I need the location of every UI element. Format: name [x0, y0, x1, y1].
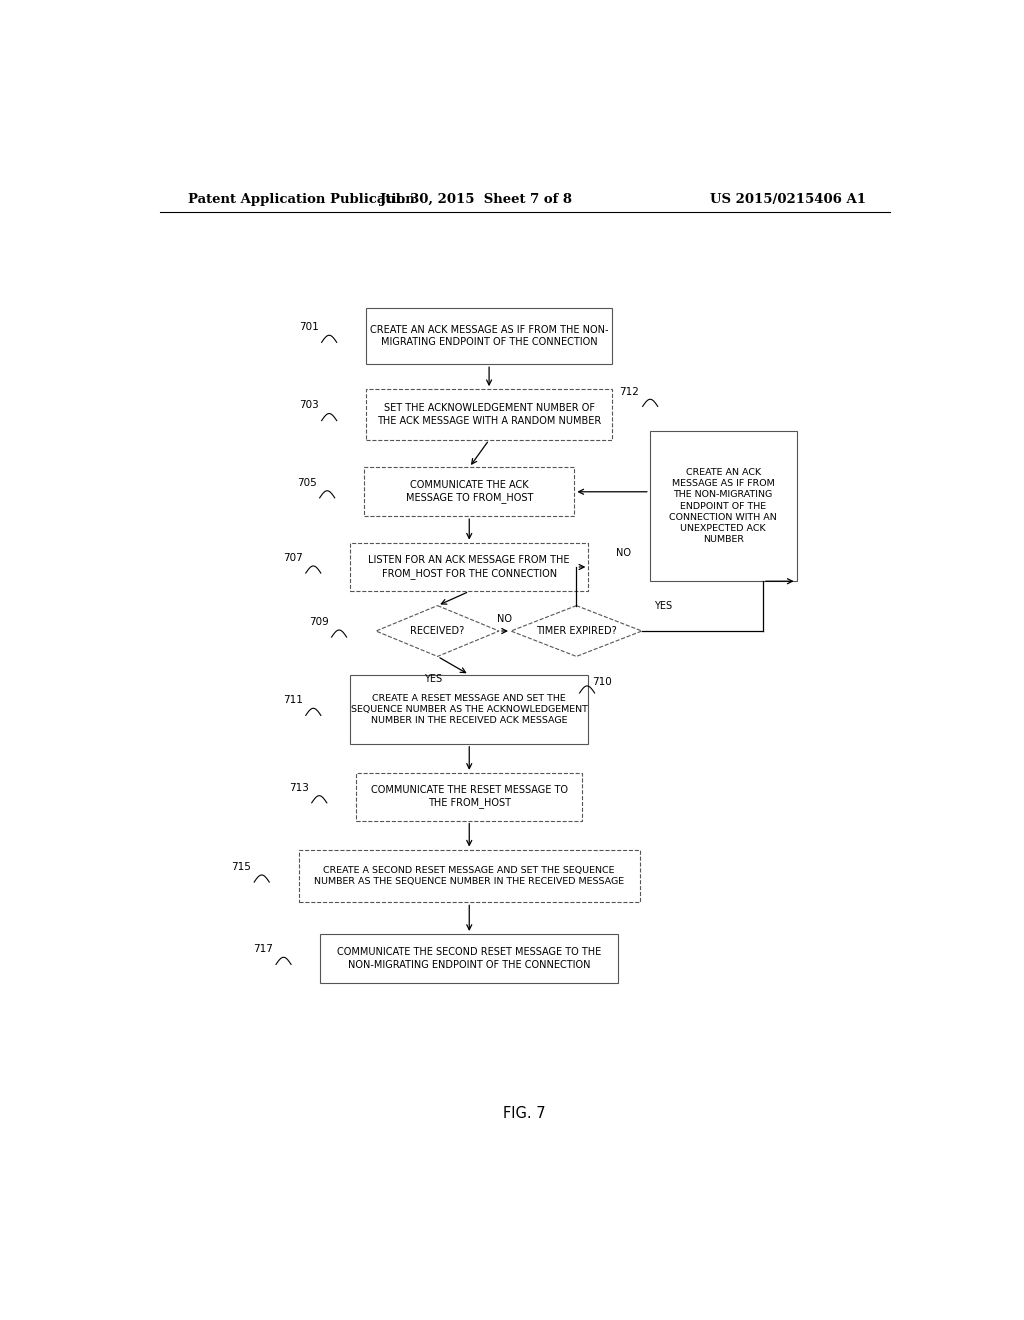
Text: YES: YES	[425, 673, 442, 684]
Text: US 2015/0215406 A1: US 2015/0215406 A1	[710, 193, 866, 206]
Text: Patent Application Publication: Patent Application Publication	[187, 193, 415, 206]
Text: FIG. 7: FIG. 7	[504, 1106, 546, 1121]
Text: CREATE AN ACK
MESSAGE AS IF FROM
THE NON-MIGRATING
ENDPOINT OF THE
CONNECTION WI: CREATE AN ACK MESSAGE AS IF FROM THE NON…	[670, 469, 777, 544]
Text: CREATE A SECOND RESET MESSAGE AND SET THE SEQUENCE
NUMBER AS THE SEQUENCE NUMBER: CREATE A SECOND RESET MESSAGE AND SET TH…	[314, 866, 625, 886]
Bar	[365, 467, 574, 516]
Bar	[367, 389, 612, 440]
Text: 713: 713	[289, 783, 308, 792]
Text: 715: 715	[231, 862, 251, 871]
Text: TIMER EXPIRED?: TIMER EXPIRED?	[536, 626, 616, 636]
Polygon shape	[511, 606, 642, 656]
Text: 703: 703	[299, 400, 318, 411]
Text: CREATE A RESET MESSAGE AND SET THE
SEQUENCE NUMBER AS THE ACKNOWLEDGEMENT
NUMBER: CREATE A RESET MESSAGE AND SET THE SEQUE…	[351, 694, 588, 725]
Text: 717: 717	[253, 944, 272, 954]
Text: 709: 709	[308, 616, 329, 627]
Text: COMMUNICATE THE RESET MESSAGE TO
THE FROM_HOST: COMMUNICATE THE RESET MESSAGE TO THE FRO…	[371, 785, 567, 808]
Bar	[650, 430, 797, 581]
Text: 711: 711	[283, 696, 303, 705]
Text: 705: 705	[297, 478, 316, 487]
Bar	[321, 935, 618, 982]
Bar	[367, 309, 612, 364]
Text: LISTEN FOR AN ACK MESSAGE FROM THE
FROM_HOST FOR THE CONNECTION: LISTEN FOR AN ACK MESSAGE FROM THE FROM_…	[369, 556, 570, 578]
Bar	[356, 772, 583, 821]
Bar	[299, 850, 640, 903]
Bar	[350, 675, 588, 744]
Text: COMMUNICATE THE SECOND RESET MESSAGE TO THE
NON-MIGRATING ENDPOINT OF THE CONNEC: COMMUNICATE THE SECOND RESET MESSAGE TO …	[337, 948, 601, 969]
Polygon shape	[376, 606, 499, 656]
Text: NO: NO	[615, 548, 631, 558]
Text: 712: 712	[620, 387, 639, 397]
Text: 701: 701	[299, 322, 318, 333]
Text: NO: NO	[498, 614, 512, 624]
Text: RECEIVED?: RECEIVED?	[411, 626, 465, 636]
Text: SET THE ACKNOWLEDGEMENT NUMBER OF
THE ACK MESSAGE WITH A RANDOM NUMBER: SET THE ACKNOWLEDGEMENT NUMBER OF THE AC…	[377, 404, 601, 426]
Text: 707: 707	[283, 553, 303, 562]
Text: 710: 710	[592, 677, 612, 686]
Text: CREATE AN ACK MESSAGE AS IF FROM THE NON-
MIGRATING ENDPOINT OF THE CONNECTION: CREATE AN ACK MESSAGE AS IF FROM THE NON…	[370, 325, 608, 347]
Text: Jul. 30, 2015  Sheet 7 of 8: Jul. 30, 2015 Sheet 7 of 8	[380, 193, 571, 206]
Text: COMMUNICATE THE ACK
MESSAGE TO FROM_HOST: COMMUNICATE THE ACK MESSAGE TO FROM_HOST	[406, 480, 532, 503]
Text: YES: YES	[653, 601, 672, 611]
Bar	[350, 543, 588, 591]
